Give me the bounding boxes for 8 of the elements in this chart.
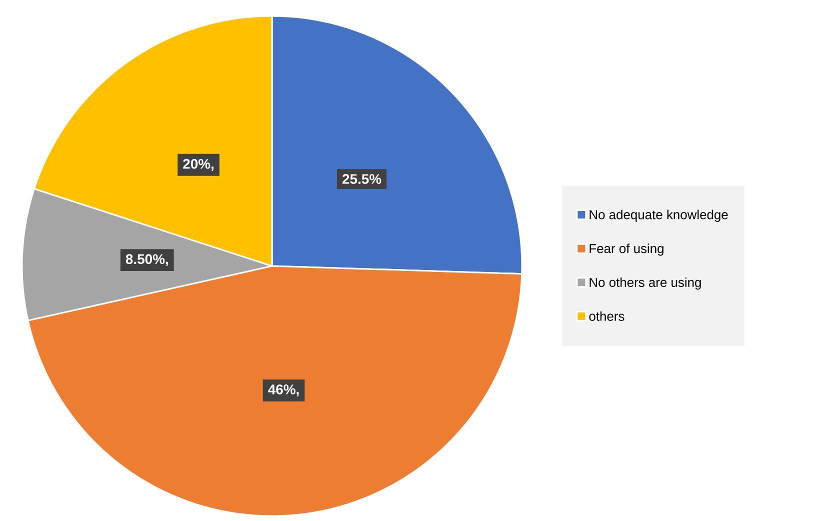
data-label: 25.5% [342, 174, 382, 184]
legend-label: No adequate knowledge [590, 210, 728, 222]
legend-label: others [589, 311, 624, 321]
legend-label: Fear of using [590, 244, 664, 256]
legend-label: No others are using [590, 277, 701, 290]
data-label: 46%, [268, 384, 299, 396]
data-label: 8.50%, [126, 254, 168, 266]
data-label: 20%, [183, 158, 214, 171]
